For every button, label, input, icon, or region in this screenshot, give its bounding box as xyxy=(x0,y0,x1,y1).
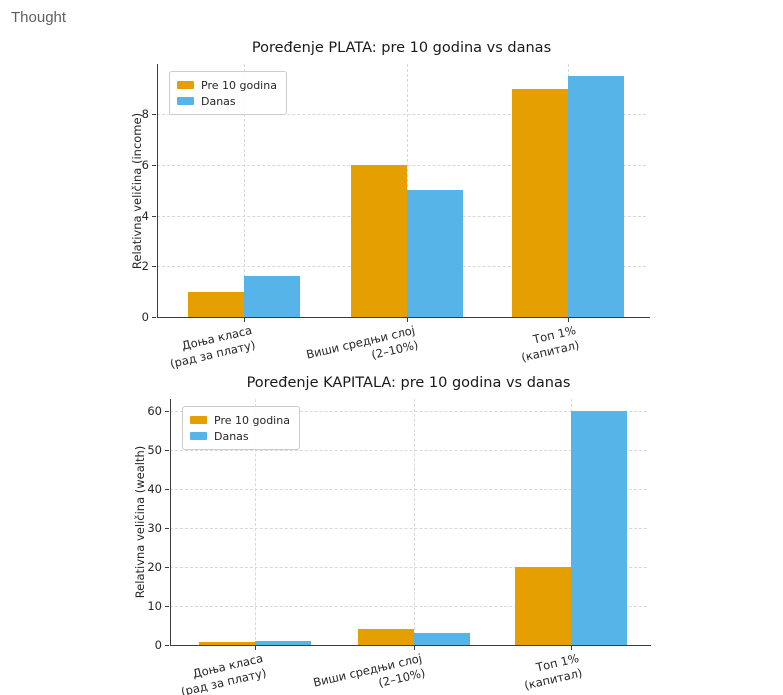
legend-swatch-pre-10-godina xyxy=(177,81,194,89)
legend-swatch-pre-10-godina xyxy=(190,416,207,424)
y-tick-label: 2 xyxy=(141,259,149,274)
x-tick-label: Доња класа (рад за плату) xyxy=(165,323,257,372)
y-tick-label: 8 xyxy=(141,107,149,122)
y-tick-label: 30 xyxy=(147,520,162,535)
gridline-horizontal xyxy=(170,605,647,607)
y-tick-mark xyxy=(152,266,156,268)
bar-danas xyxy=(413,633,470,645)
x-tick-mark xyxy=(254,646,256,650)
x-tick-mark xyxy=(568,318,570,322)
y-tick-label: 10 xyxy=(147,598,162,613)
legend-item: Pre 10 godina xyxy=(177,77,277,93)
y-tick-mark xyxy=(165,527,169,529)
gridline-horizontal xyxy=(170,410,647,412)
gridline-horizontal xyxy=(170,566,647,568)
y-tick-mark xyxy=(152,317,156,318)
bar-pre-10-godina xyxy=(198,642,255,645)
chart-title: Poređenje KAPITALA: pre 10 godina vs dan… xyxy=(246,375,571,391)
legend-label: Pre 10 godina xyxy=(201,78,277,92)
gridline-vertical xyxy=(254,399,256,645)
legend-item: Pre 10 godina xyxy=(190,412,290,428)
x-tick-label: Виши средњи слој (2–10%) xyxy=(305,323,420,377)
chart-title: Poređenje PLATA: pre 10 godina vs danas xyxy=(251,40,552,56)
y-tick-mark xyxy=(152,164,156,166)
y-tick-mark xyxy=(165,449,169,451)
y-tick-mark xyxy=(152,215,156,217)
bar-pre-10-godina xyxy=(188,291,245,317)
x-tick-label: Виши средњи слој (2–10%) xyxy=(312,651,427,695)
y-axis-spine xyxy=(157,64,158,317)
gridline-horizontal xyxy=(170,449,647,451)
legend-swatch-danas xyxy=(177,97,194,105)
gridline-horizontal xyxy=(170,488,647,490)
bar-pre-10-godina xyxy=(515,566,572,645)
gridline-horizontal xyxy=(170,527,647,529)
y-tick-mark xyxy=(165,566,169,568)
gridline-horizontal xyxy=(157,114,646,116)
thought-label: Thought xyxy=(11,9,67,26)
y-tick-label: 4 xyxy=(141,208,149,223)
bar-danas xyxy=(568,76,625,317)
bar-danas xyxy=(254,641,311,645)
legend-item: Danas xyxy=(190,428,290,444)
legend-label: Pre 10 godina xyxy=(214,413,290,427)
x-tick-mark xyxy=(571,646,573,650)
bar-pre-10-godina xyxy=(357,629,414,645)
y-tick-label: 60 xyxy=(147,403,162,418)
y-tick-mark xyxy=(165,645,169,646)
y-tick-mark xyxy=(152,114,156,116)
x-tick-mark xyxy=(406,318,408,322)
legend: Pre 10 godina Danas xyxy=(169,71,287,115)
x-tick-label: Доња класа (рад за плату) xyxy=(176,651,268,695)
y-axis-spine xyxy=(170,399,171,645)
bar-danas xyxy=(406,190,463,317)
y-tick-mark xyxy=(165,410,169,412)
x-tick-label: Топ 1% (капитал) xyxy=(520,651,584,694)
x-axis-spine xyxy=(170,645,651,646)
y-tick-label: 40 xyxy=(147,481,162,496)
gridline-vertical xyxy=(244,64,246,317)
y-tick-label: 0 xyxy=(154,638,162,652)
legend-swatch-danas xyxy=(190,432,207,440)
bar-pre-10-godina xyxy=(350,164,407,317)
y-tick-mark xyxy=(165,488,169,490)
legend-item: Danas xyxy=(177,93,277,109)
x-tick-mark xyxy=(413,646,415,650)
y-tick-label: 6 xyxy=(141,157,149,172)
gridline-vertical xyxy=(413,399,415,645)
bar-pre-10-godina xyxy=(512,88,569,317)
y-tick-label: 50 xyxy=(147,442,162,457)
legend: Pre 10 godina Danas xyxy=(182,406,300,450)
x-tick-mark xyxy=(244,318,246,322)
y-tick-label: 20 xyxy=(147,559,162,574)
x-tick-label: Топ 1% (капитал) xyxy=(517,323,581,366)
bar-danas xyxy=(244,276,301,317)
legend-label: Danas xyxy=(201,94,236,108)
y-tick-label: 0 xyxy=(141,310,149,324)
x-axis-spine xyxy=(157,317,650,318)
legend-label: Danas xyxy=(214,429,249,443)
bar-danas xyxy=(571,410,628,645)
y-tick-mark xyxy=(165,605,169,607)
